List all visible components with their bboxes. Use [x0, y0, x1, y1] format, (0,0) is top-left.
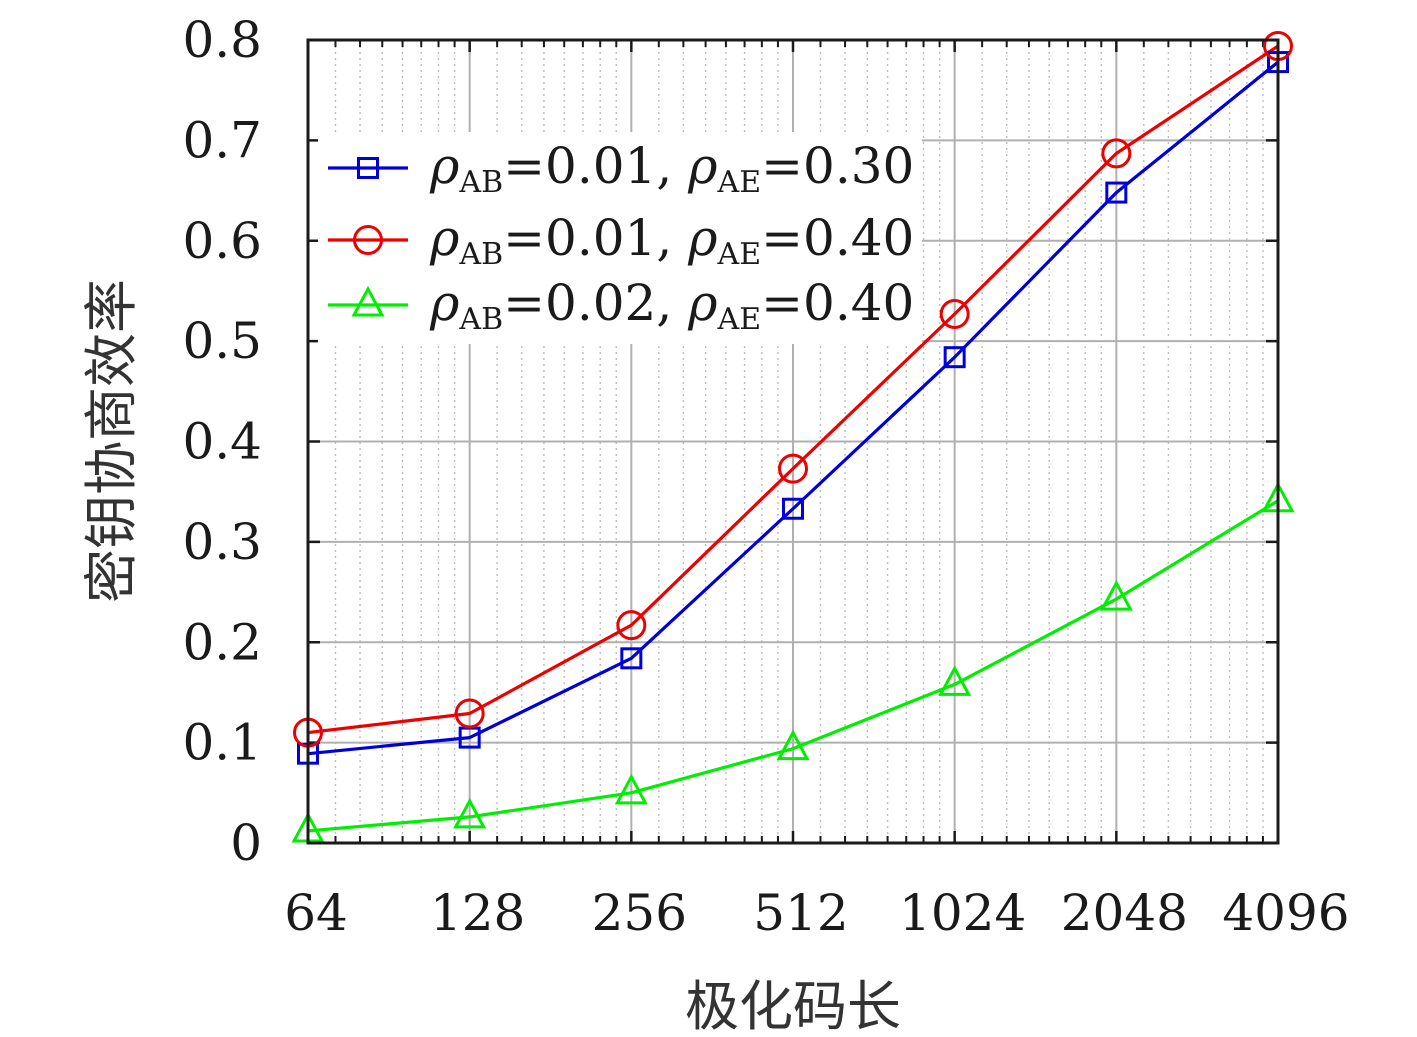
x-tick-label: 1024	[899, 884, 1026, 942]
y-tick-label: 0.7	[182, 111, 262, 169]
legend-marker-2	[353, 225, 383, 255]
series-2-point	[778, 453, 808, 484]
series-3-point	[614, 773, 648, 805]
x-tick-label: 512	[753, 884, 848, 942]
series-line-2	[307, 44, 1279, 735]
y-tick-label: 0	[230, 814, 262, 872]
x-tick-label: 128	[430, 884, 525, 942]
legend-box	[318, 132, 922, 344]
series-2-point	[454, 698, 485, 729]
x-tick-labels: 64 128 256 512 1024 2048 4096	[284, 884, 1349, 942]
series-3-point	[453, 797, 487, 829]
y-tick-label: 0.1	[182, 714, 262, 772]
series-3-point	[938, 665, 972, 696]
x-tick-label: 4096	[1222, 884, 1349, 942]
x-axis-label: 极化码长	[685, 975, 901, 1037]
series-line-3	[307, 499, 1279, 833]
y-tick-label: 0.4	[182, 413, 262, 471]
series-1-point	[1105, 181, 1128, 204]
series-1-point	[620, 647, 643, 670]
y-tick-labels: 0 0.1 0.2 0.3 0.4 0.5 0.6 0.7 0.8	[182, 11, 262, 872]
y-tick-label: 0.8	[182, 11, 262, 69]
y-tick-label: 0.3	[182, 513, 262, 571]
legend-marker-1	[357, 157, 379, 179]
y-axis-label: 密钥协商效率	[80, 279, 143, 603]
legend-label-1: ρAB=0.01, ρAE=0.30	[429, 137, 914, 200]
series-2-point	[616, 610, 647, 641]
series-2-point	[1101, 138, 1132, 169]
plot-frame	[306, 38, 1280, 845]
legend-marker-3	[351, 285, 385, 317]
y-tick-label: 0.6	[182, 212, 262, 270]
series-1-point	[943, 346, 966, 369]
series-3-point	[1099, 579, 1133, 611]
legend: ρAB=0.01, ρAE=0.30 ρAB=0.01, ρAE=0.40ρAB=…	[328, 137, 914, 337]
x-tick-label: 256	[592, 884, 687, 942]
series-markers	[291, 31, 1295, 843]
series-3-point	[776, 729, 810, 761]
y-tick-label: 0.2	[182, 613, 262, 671]
x-tick-label: 2048	[1061, 884, 1188, 942]
legend-label-3: ρAB=0.02, ρAE=0.40	[429, 274, 914, 337]
series-lines	[307, 44, 1280, 833]
series-line-1	[307, 60, 1280, 756]
legend-label-2: ρAB=0.01, ρAE=0.40	[429, 209, 914, 272]
x-tick-label: 64	[284, 884, 348, 942]
series-1-point	[782, 497, 804, 520]
y-tick-label: 0.5	[182, 312, 262, 370]
series-2-point	[939, 299, 970, 330]
